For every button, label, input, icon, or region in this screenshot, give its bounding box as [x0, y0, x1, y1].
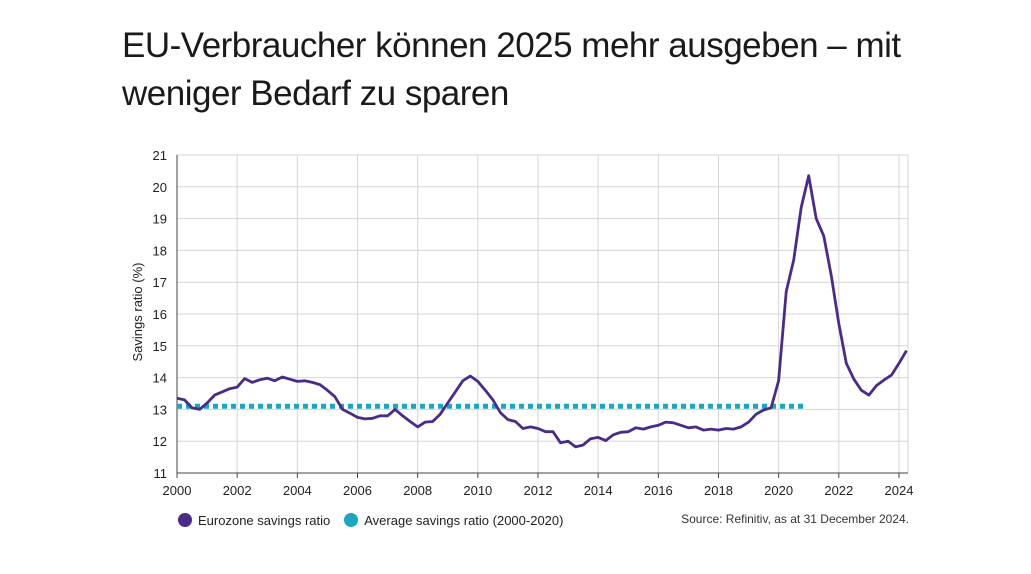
x-tick-label-2018: 2018 — [704, 483, 733, 498]
y-tick-label-18: 18 — [153, 243, 167, 258]
legend-swatch-eurozone — [178, 513, 192, 527]
y-tick-labels: 11 12 13 14 15 16 17 18 19 20 21 — [153, 148, 167, 481]
x-tick-label-2014: 2014 — [584, 483, 613, 498]
y-tick-label-13: 13 — [153, 402, 167, 417]
y-tick-label-16: 16 — [153, 307, 167, 322]
x-tick-label-2004: 2004 — [283, 483, 312, 498]
y-tick-label-17: 17 — [153, 275, 167, 290]
legend-label-average: Average savings ratio (2000-2020) — [364, 512, 564, 528]
y-axis-label: Savings ratio (%) — [130, 263, 145, 362]
y-tick-label-19: 19 — [153, 212, 167, 227]
x-tick-label-2020: 2020 — [764, 483, 793, 498]
legend-label-eurozone: Eurozone savings ratio — [198, 512, 331, 528]
x-tick-label-2016: 2016 — [644, 483, 673, 498]
legend-item-eurozone: Eurozone savings ratio — [178, 513, 330, 528]
legend-swatch-average — [344, 513, 359, 527]
headline-line-1: EU-Verbraucher können 2025 mehr ausgeben… — [122, 26, 901, 65]
x-tick-label-2002: 2002 — [223, 483, 252, 498]
headline: EU-Verbraucher können 2025 mehr ausgeben… — [122, 22, 942, 118]
x-tick-labels: 2000 2002 2004 2006 2008 2010 2012 2014 2016 2018… — [163, 483, 914, 498]
legend-item-average: Average savings ratio (2000-2020) — [344, 513, 563, 528]
x-tick-label-2022: 2022 — [824, 483, 853, 498]
y-tick-label-15: 15 — [153, 339, 167, 354]
chart-series — [176, 174, 908, 449]
x-tick-label-2010: 2010 — [463, 483, 492, 498]
source-note: Source: Refinitiv, as at 31 December 202… — [681, 512, 909, 526]
x-tick-label-2024: 2024 — [885, 483, 914, 498]
y-tick-label-11: 11 — [154, 466, 168, 481]
x-tick-label-2012: 2012 — [524, 483, 553, 498]
y-tick-label-14: 14 — [153, 371, 167, 386]
y-tick-label-12: 12 — [153, 434, 167, 449]
chart-grid — [176, 154, 909, 474]
series-line-eurozone — [176, 174, 908, 449]
y-tick-label-20: 20 — [153, 180, 167, 195]
chart-axes — [176, 155, 908, 478]
y-tick-label-21: 21 — [153, 148, 167, 163]
headline-line-2: weniger Bedarf zu sparen — [122, 74, 509, 113]
x-tick-label-2000: 2000 — [163, 483, 192, 498]
x-tick-label-2006: 2006 — [343, 483, 372, 498]
chart-legend: Eurozone savings ratio Average savings r… — [178, 510, 577, 530]
x-tick-label-2008: 2008 — [403, 483, 432, 498]
